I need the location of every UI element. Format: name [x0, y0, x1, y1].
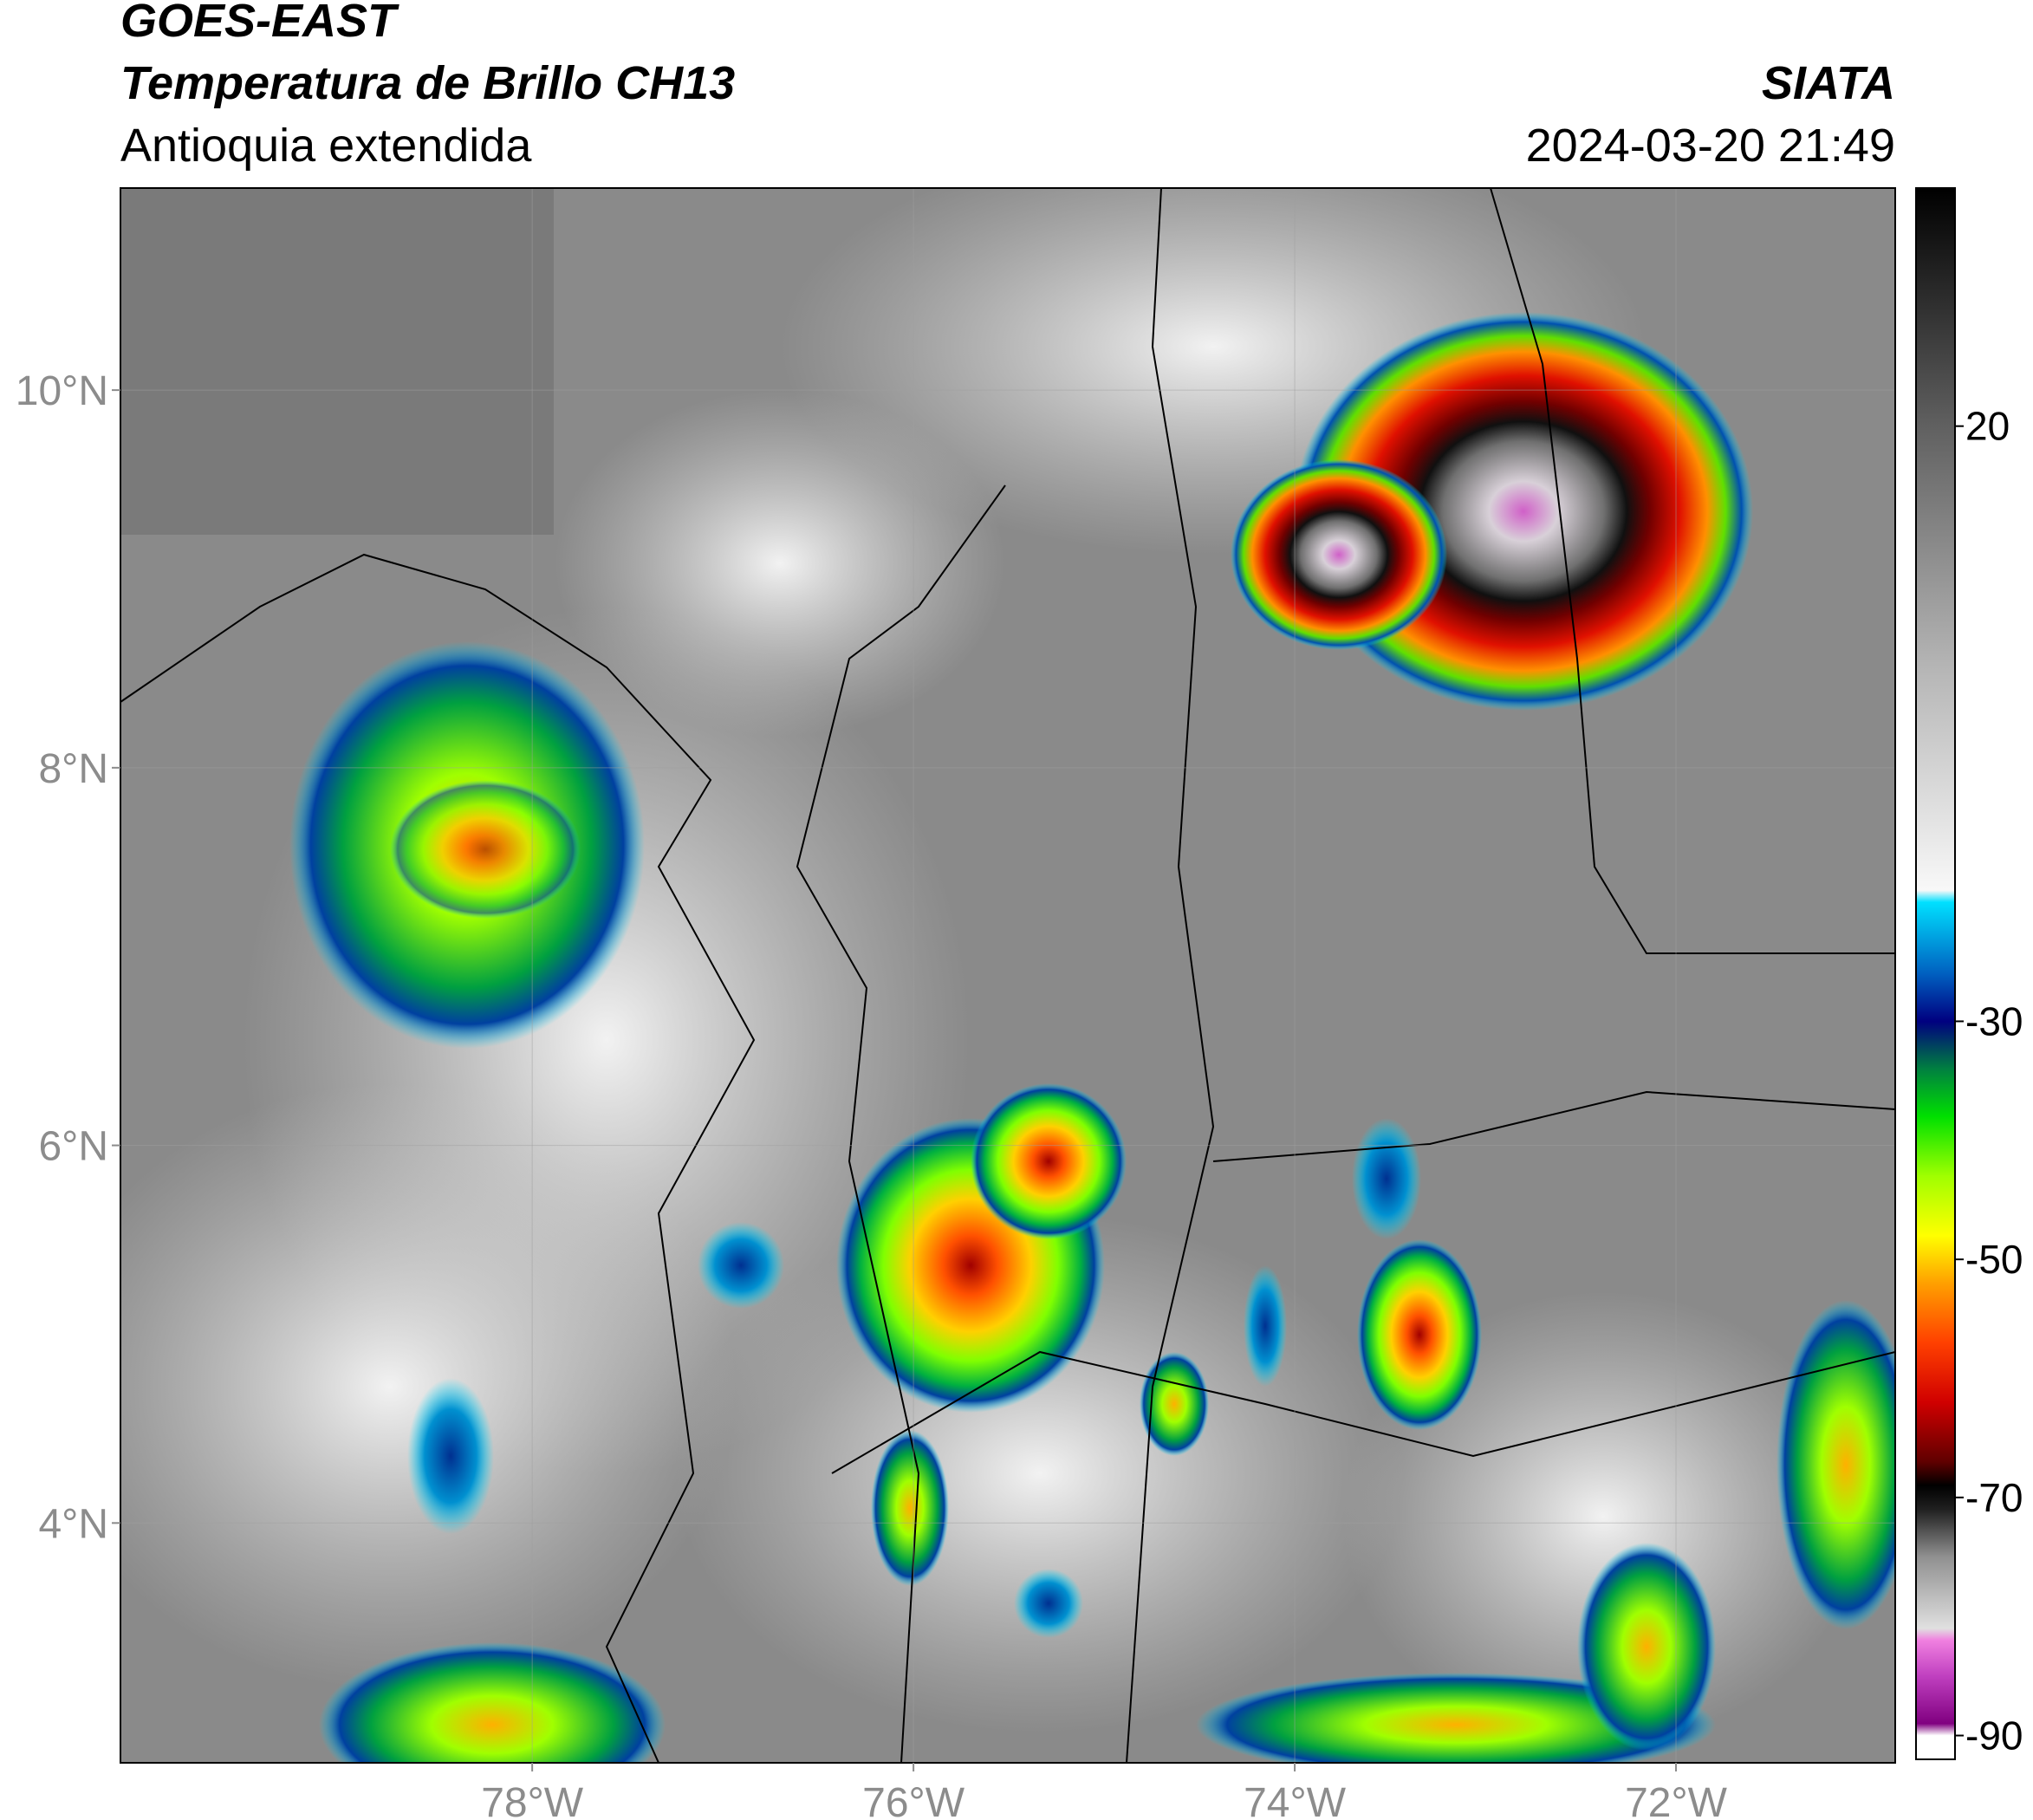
- lon-tick-label: 72°W: [1625, 1780, 1728, 1820]
- colorbar-tick-label: -70: [1965, 1475, 2023, 1520]
- colorbar-tick-label: -90: [1965, 1713, 2023, 1758]
- title: GOES-EAST: [120, 0, 399, 47]
- colorbar-tick-label: -30: [1965, 998, 2023, 1043]
- lon-tick-label: 74°W: [1244, 1780, 1347, 1820]
- region: Antioquia extendida: [120, 120, 532, 172]
- source: SIATA: [1762, 57, 1895, 109]
- subtitle: Temperatura de Brillo CH13: [120, 57, 735, 109]
- lat-tick-label: 4°N: [38, 1501, 108, 1547]
- satellite-image: [120, 188, 1895, 1763]
- colorbar: [1915, 187, 1956, 1760]
- datetime: 2024-03-20 21:49: [1526, 120, 1895, 172]
- colorbar-tick-label: 20: [1965, 404, 2010, 449]
- lon-tick-label: 76°W: [862, 1780, 965, 1820]
- plot-frame: [120, 187, 1896, 1764]
- lon-tick-label: 78°W: [481, 1780, 584, 1820]
- lat-tick-label: 10°N: [16, 368, 108, 414]
- lat-tick-label: 8°N: [38, 746, 108, 792]
- lat-tick-label: 6°N: [38, 1124, 108, 1170]
- colorbar-tick-label: -50: [1965, 1237, 2023, 1282]
